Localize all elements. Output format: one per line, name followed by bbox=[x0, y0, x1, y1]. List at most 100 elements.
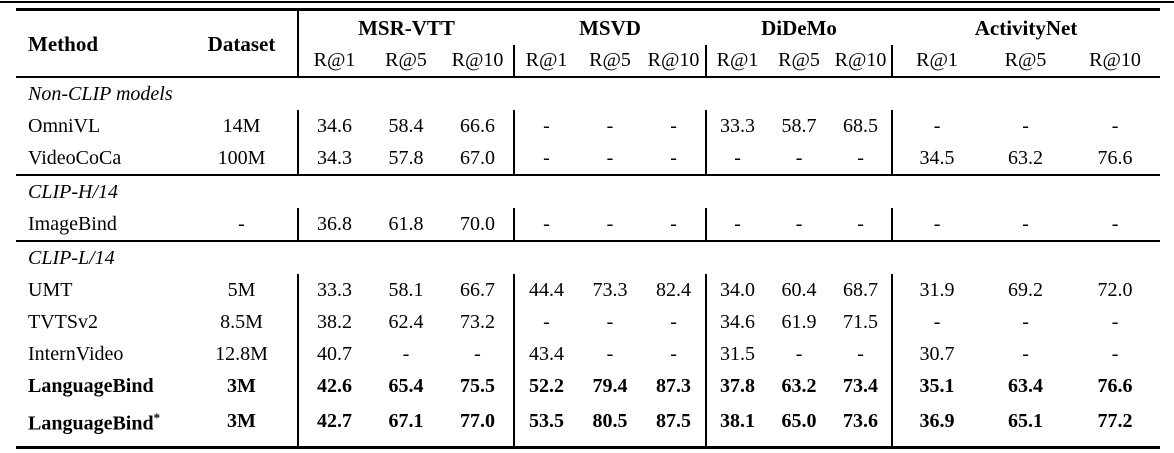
section-header-row: CLIP-H/14 bbox=[16, 175, 1161, 208]
group-header-row: Method Dataset MSR-VTT MSVD DiDeMo Activ… bbox=[16, 9, 1160, 77]
metric-value-cell: - bbox=[1022, 343, 1029, 365]
method-cell: VideoCoCa bbox=[16, 142, 186, 175]
method-cell: LanguageBind* bbox=[16, 402, 186, 447]
top-thin-rule bbox=[0, 1, 1174, 3]
metric-value-cell: 63.2 bbox=[781, 375, 817, 397]
dataset-cell: 12.8M bbox=[215, 343, 268, 365]
metric-value-cell: 36.9 bbox=[891, 402, 982, 448]
method-name: TVTSv2 bbox=[28, 311, 98, 333]
metric-value-cell: 43.4 bbox=[513, 338, 579, 370]
method-name: UMT bbox=[28, 279, 73, 301]
metric-value-cell: 38.1 bbox=[705, 402, 769, 448]
method-superscript: * bbox=[153, 410, 161, 425]
metric-value-cell: - bbox=[705, 208, 769, 241]
metric-value-cell: 65.1 bbox=[1008, 409, 1044, 432]
metric-value-cell: 36.8 bbox=[297, 208, 370, 241]
method-name: InternVideo bbox=[28, 343, 124, 365]
metric-value-cell: - bbox=[795, 213, 803, 235]
dataset-cell: 14M bbox=[222, 115, 261, 137]
metric-header: R@5 bbox=[778, 49, 820, 71]
metric-value-cell: 40.7 bbox=[297, 338, 370, 370]
section-label: CLIP-H/14 bbox=[28, 181, 118, 203]
metric-value-cell: 87.5 bbox=[656, 409, 692, 432]
metric-value-cell: 61.8 bbox=[388, 213, 424, 235]
metric-header: R@1 bbox=[891, 45, 982, 77]
method-name: LanguageBind bbox=[28, 375, 154, 397]
metric-value-cell: 58.4 bbox=[388, 115, 424, 137]
metric-value-cell: - bbox=[513, 142, 579, 175]
metric-value-cell: 73.4 bbox=[843, 375, 879, 397]
metric-value-cell: 69.2 bbox=[1008, 279, 1044, 301]
dataset-cell: 100M bbox=[217, 147, 266, 169]
metric-value-cell: 34.5 bbox=[891, 142, 982, 175]
metric-value-cell: 42.6 bbox=[297, 370, 370, 402]
metric-header: R@10 bbox=[647, 49, 700, 71]
metric-value-cell: 34.0 bbox=[705, 274, 769, 306]
method-name: ImageBind bbox=[28, 213, 117, 235]
metric-value-cell: 30.7 bbox=[891, 338, 982, 370]
metric-value-cell: 58.7 bbox=[781, 115, 817, 137]
metric-value-cell: 79.4 bbox=[592, 375, 628, 397]
metric-value-cell: 60.4 bbox=[781, 279, 817, 301]
metric-value-cell: - bbox=[795, 147, 803, 169]
metric-value-cell: - bbox=[1111, 115, 1119, 137]
metric-value-cell: 82.4 bbox=[656, 279, 692, 301]
col-header-method: Method bbox=[28, 31, 98, 56]
metric-value-cell: 77.2 bbox=[1097, 409, 1133, 432]
metric-header: R@1 bbox=[313, 49, 356, 71]
metric-value-cell: 65.4 bbox=[388, 375, 424, 397]
metric-value-cell: - bbox=[795, 343, 803, 365]
metric-value-cell: 76.6 bbox=[1097, 147, 1133, 169]
metric-value-cell: - bbox=[513, 306, 579, 338]
metric-header: R@1 bbox=[705, 45, 769, 77]
metric-value-cell: - bbox=[670, 213, 677, 235]
metric-header: R@1 bbox=[513, 45, 579, 77]
metric-value-cell: - bbox=[1022, 213, 1029, 235]
metric-header: R@10 bbox=[451, 49, 504, 71]
method-name: VideoCoCa bbox=[28, 147, 122, 169]
metric-value-cell: 31.9 bbox=[891, 274, 982, 306]
metric-value-cell: - bbox=[606, 147, 614, 169]
metric-value-cell: - bbox=[606, 115, 614, 137]
metric-header: R@5 bbox=[589, 49, 631, 71]
metric-header: R@10 bbox=[834, 49, 887, 71]
method-cell: InternVideo bbox=[16, 338, 186, 370]
metric-value-cell: - bbox=[857, 213, 864, 235]
metric-value-cell: 66.7 bbox=[460, 279, 495, 301]
metric-value-cell: - bbox=[606, 311, 614, 333]
metric-value-cell: 73.6 bbox=[843, 409, 879, 432]
metric-value-cell: 72.0 bbox=[1097, 279, 1133, 301]
dataset-cell: 5M bbox=[227, 279, 256, 301]
metric-header: R@5 bbox=[1004, 49, 1047, 71]
metric-value-cell: - bbox=[1022, 115, 1029, 137]
metric-value-cell: 80.5 bbox=[592, 409, 628, 432]
metric-value-cell: 67.0 bbox=[460, 147, 495, 169]
method-cell: LanguageBind bbox=[16, 370, 186, 402]
metric-value-cell: - bbox=[1111, 213, 1119, 235]
table-body: Non-CLIP models OmniVL 14M 34.6 58.4 66.6- - -3… bbox=[16, 77, 1161, 448]
metric-value-cell: - bbox=[1022, 311, 1029, 333]
col-header-dataset: Dataset bbox=[186, 9, 299, 77]
table-row: ImageBind -36.8 61.8 70.0- - - - - - - - - bbox=[16, 208, 1160, 241]
group-header-msvd: MSVD bbox=[579, 16, 641, 40]
metric-value-cell: - bbox=[402, 343, 410, 365]
metric-value-cell: 70.0 bbox=[460, 213, 495, 235]
metric-value-cell: 77.0 bbox=[460, 409, 495, 432]
metric-value-cell: 53.5 bbox=[513, 402, 579, 448]
metric-header: R@10 bbox=[1089, 49, 1141, 71]
method-name: LanguageBind bbox=[28, 412, 154, 435]
section-header-row: Non-CLIP models bbox=[16, 77, 1160, 110]
table-row: LanguageBind 3M 42.6 65.4 75.5 52.2 79.4 87.3 37… bbox=[16, 370, 1160, 402]
metric-value-cell: 31.5 bbox=[705, 338, 769, 370]
metric-value-cell: 73.2 bbox=[460, 311, 495, 333]
dataset-cell: 3M bbox=[227, 375, 256, 397]
metric-value-cell: 68.5 bbox=[843, 115, 879, 137]
metric-value-cell: 44.4 bbox=[513, 274, 579, 306]
metric-value-cell: - bbox=[857, 343, 864, 365]
metric-value-cell: 76.6 bbox=[1097, 375, 1133, 397]
metric-value-cell: - bbox=[891, 208, 982, 241]
metric-value-cell: - bbox=[705, 142, 769, 175]
dataset-cell: 8.5M bbox=[220, 311, 263, 333]
metric-value-cell: - bbox=[891, 306, 982, 338]
metric-value-cell: 68.7 bbox=[843, 279, 879, 301]
